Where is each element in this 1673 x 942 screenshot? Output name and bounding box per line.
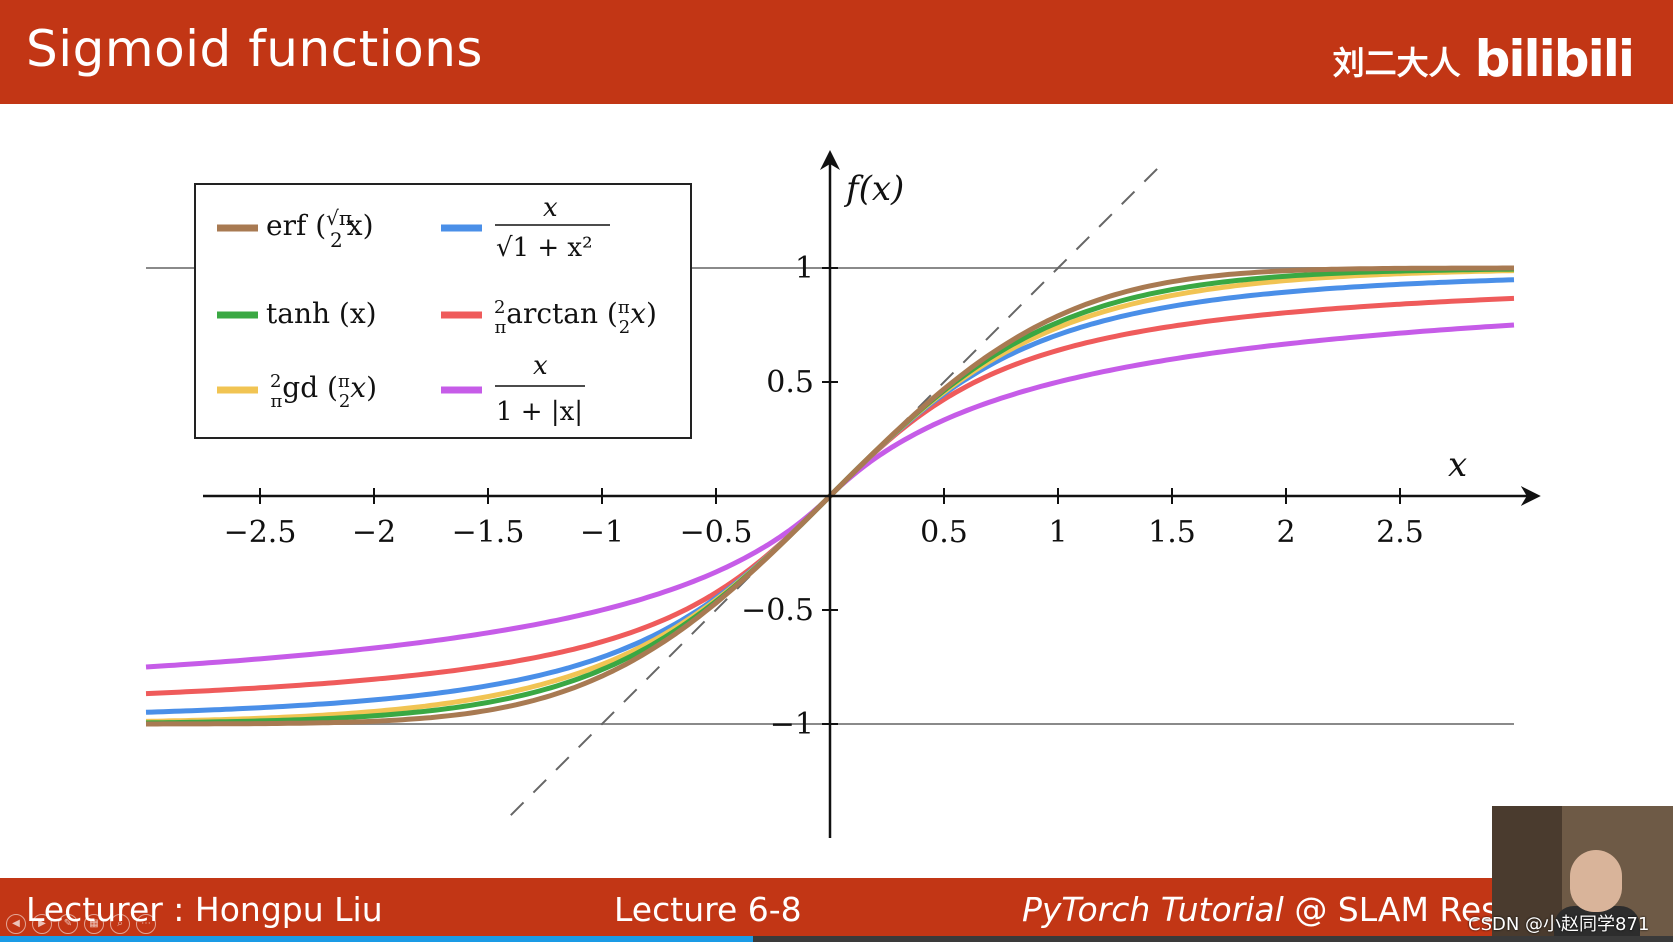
progress-fill [0,936,753,942]
chart-area: −2.5 −2 −1.5 −1 −0.5 0.5 1 1.5 2 2.5 1 0.5 −0.5 −1 f(… [0,104,1673,878]
course-title: PyTorch Tutorial [1022,890,1284,929]
slide-footer: Lecturer : Hongpu Liu Lecture 6-8 PyTorc… [0,878,1673,942]
legend-item-tanh: tanh (x) [217,297,377,330]
legend-item-abs: x 1 + |x| [441,351,585,427]
x-tick-label: −2.5 [224,515,297,550]
x-tick-label: 2.5 [1376,515,1424,550]
slide-title: Sigmoid functions [26,20,483,78]
x-tick-label: 0.5 [920,515,968,550]
x-axis-label: x [1448,445,1467,485]
legend-label-tanh: tanh (x) [266,297,377,330]
prev-slide-icon[interactable]: ◀ [6,914,26,934]
slide-controls: ◀ ▶ ✎ ▦ ⌕ ⋯ [6,914,156,934]
y-tick-label: −1 [770,707,814,742]
pen-icon[interactable]: ✎ [58,914,78,934]
sigmoid-chart: −2.5 −2 −1.5 −1 −0.5 0.5 1 1.5 2 2.5 1 0.5 −0.5 −1 f(… [145,150,1541,838]
progress-bar[interactable] [0,936,1673,942]
x-tick-label: −1.5 [452,515,525,550]
legend-item-arctan: 2 πarctan (π 2x) [441,297,657,338]
legend: erf (√π 2 x) x √1 + x² tanh (x) 2 πarctan (… [194,183,692,439]
x-tick-label: 1 [1048,515,1067,550]
x-tick-label: 1.5 [1148,515,1196,550]
more-icon[interactable]: ⋯ [136,914,156,934]
y-tick-label: −0.5 [741,593,814,628]
legend-item-sqrt: x √1 + x² [441,193,610,263]
bookshelf [1492,806,1562,942]
legend-label-abs-num: x [533,351,548,381]
webcam-video [1492,806,1673,942]
brand: 刘二大人 bilibili [1332,30,1635,88]
legend-label-arctan: 2 πarctan (π 2x) [494,297,657,338]
y-tick-label: 0.5 [766,365,814,400]
x-tick-label: −2 [352,515,396,550]
slides-icon[interactable]: ▦ [84,914,104,934]
zoom-icon[interactable]: ⌕ [110,914,130,934]
x-tick-label: −1 [580,515,624,550]
presenter-face [1570,850,1622,912]
y-tick-label: 1 [795,251,814,286]
legend-label-sqrt-den: √1 + x² [496,233,593,263]
brand-name: 刘二大人 [1332,44,1461,82]
legend-label-sqrt-num: x [543,193,558,223]
bilibili-logo: bilibili [1474,30,1635,88]
y-axis-label: f(x) [843,169,904,209]
legend-label-abs-den: 1 + |x| [496,397,583,427]
watermark: CSDN @小赵同学871 [1468,914,1650,935]
lecture-number: Lecture 6-8 [614,890,802,929]
x-tick-label: 2 [1276,515,1295,550]
slide-header: Sigmoid functions 刘二大人 bilibili [0,0,1673,104]
course-info: PyTorch Tutorial @ SLAM Resea [1022,890,1539,929]
x-tick-label: −0.5 [680,515,753,550]
next-slide-icon[interactable]: ▶ [32,914,52,934]
